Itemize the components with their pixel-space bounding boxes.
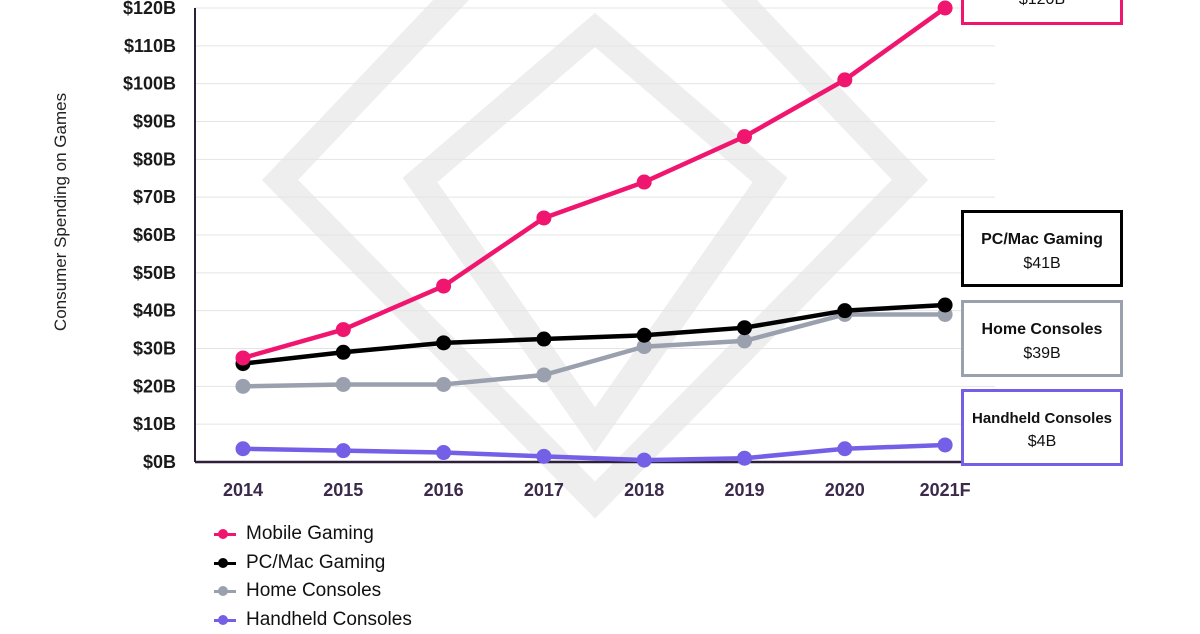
point-pc-mac-gaming-2020 [837, 303, 852, 318]
point-mobile-gaming-2015 [336, 322, 351, 337]
y-tick-label-10: $10B [133, 414, 176, 434]
point-home-consoles-2016 [436, 377, 451, 392]
legend: Mobile Gaming PC/Mac Gaming Home Console… [214, 520, 412, 634]
point-mobile-gaming-2016 [436, 279, 451, 294]
x-tick-label-2018: 2018 [624, 480, 664, 500]
callout-pc-mac-gaming-value: $41B [964, 255, 1120, 273]
x-tick-label-2021f: 2021F [920, 480, 971, 500]
legend-label-pc-mac-gaming: PC/Mac Gaming [246, 552, 385, 574]
point-home-consoles-2015 [336, 377, 351, 392]
y-tick-label-100: $100B [123, 74, 176, 94]
point-mobile-gaming-2019 [737, 129, 752, 144]
x-tick-label-2016: 2016 [424, 480, 464, 500]
callout-handheld-consoles-name: Handheld Consoles [964, 410, 1120, 427]
x-tick-label-2015: 2015 [323, 480, 363, 500]
y-tick-label-120: $120B [123, 0, 176, 18]
y-tick-label-50: $50B [133, 263, 176, 283]
y-tick-label-110: $110B [124, 36, 176, 56]
callout-home-consoles-name: Home Consoles [964, 321, 1120, 339]
point-pc-mac-gaming-2017 [536, 332, 551, 347]
callout-pc-mac-gaming: PC/Mac Gaming $41B [961, 210, 1123, 287]
legend-item-mobile-gaming: Mobile Gaming [214, 520, 412, 549]
y-axis-ticks: $0B $10B $20B $30B $40B $50B $60B $70B $80B $90B $… [123, 0, 176, 472]
legend-item-home-consoles: Home Consoles [214, 577, 412, 606]
y-tick-label-0: $0B [143, 452, 176, 472]
legend-swatch-pc-mac-gaming [214, 556, 236, 570]
legend-item-handheld-consoles: Handheld Consoles [214, 606, 412, 634]
y-tick-label-60: $60B [133, 225, 176, 245]
legend-swatch-mobile-gaming [214, 527, 236, 541]
point-pc-mac-gaming-2019 [737, 320, 752, 335]
y-axis-label: Consumer Spending on Games [51, 93, 70, 331]
y-tick-label-20: $20B [133, 376, 176, 396]
y-tick-label-80: $80B [133, 149, 176, 169]
callout-mobile-gaming: $120B [961, 0, 1123, 25]
point-mobile-gaming-2021f [938, 1, 953, 16]
point-home-consoles-2014 [236, 379, 251, 394]
point-handheld-consoles-2021f [938, 437, 953, 452]
y-tick-label-70: $70B [133, 187, 176, 207]
point-handheld-consoles-2019 [737, 451, 752, 466]
point-handheld-consoles-2016 [436, 445, 451, 460]
point-handheld-consoles-2020 [837, 441, 852, 456]
point-pc-mac-gaming-2016 [436, 335, 451, 350]
legend-swatch-handheld-consoles [214, 613, 236, 627]
callout-pc-mac-gaming-name: PC/Mac Gaming [964, 231, 1120, 249]
point-home-consoles-2019 [737, 333, 752, 348]
point-mobile-gaming-2017 [536, 210, 551, 225]
y-tick-label-30: $30B [133, 339, 176, 359]
point-handheld-consoles-2015 [336, 443, 351, 458]
callout-home-consoles-value: $39B [964, 345, 1120, 363]
callout-mobile-gaming-value: $120B [964, 0, 1120, 9]
legend-label-mobile-gaming: Mobile Gaming [246, 523, 374, 545]
point-mobile-gaming-2014 [236, 350, 251, 365]
x-tick-label-2020: 2020 [825, 480, 865, 500]
point-mobile-gaming-2018 [637, 175, 652, 190]
x-tick-label-2017: 2017 [524, 480, 564, 500]
legend-label-handheld-consoles: Handheld Consoles [246, 609, 412, 631]
point-home-consoles-2017 [536, 367, 551, 382]
callout-handheld-consoles: Handheld Consoles $4B [961, 389, 1123, 466]
point-pc-mac-gaming-2015 [336, 345, 351, 360]
callout-home-consoles: Home Consoles $39B [961, 300, 1123, 377]
point-pc-mac-gaming-2021f [938, 297, 953, 312]
point-handheld-consoles-2017 [536, 449, 551, 464]
point-pc-mac-gaming-2018 [637, 328, 652, 343]
point-mobile-gaming-2020 [837, 72, 852, 87]
legend-item-pc-mac-gaming: PC/Mac Gaming [214, 549, 412, 578]
point-handheld-consoles-2014 [236, 441, 251, 456]
legend-label-home-consoles: Home Consoles [246, 580, 381, 602]
x-tick-label-2019: 2019 [724, 480, 764, 500]
diamond-watermark [280, 0, 910, 500]
x-tick-label-2014: 2014 [223, 480, 263, 500]
legend-swatch-home-consoles [214, 584, 236, 598]
callout-handheld-consoles-value: $4B [964, 433, 1120, 451]
y-tick-label-90: $90B [133, 112, 176, 132]
point-handheld-consoles-2018 [637, 453, 652, 468]
y-tick-label-40: $40B [133, 301, 176, 321]
